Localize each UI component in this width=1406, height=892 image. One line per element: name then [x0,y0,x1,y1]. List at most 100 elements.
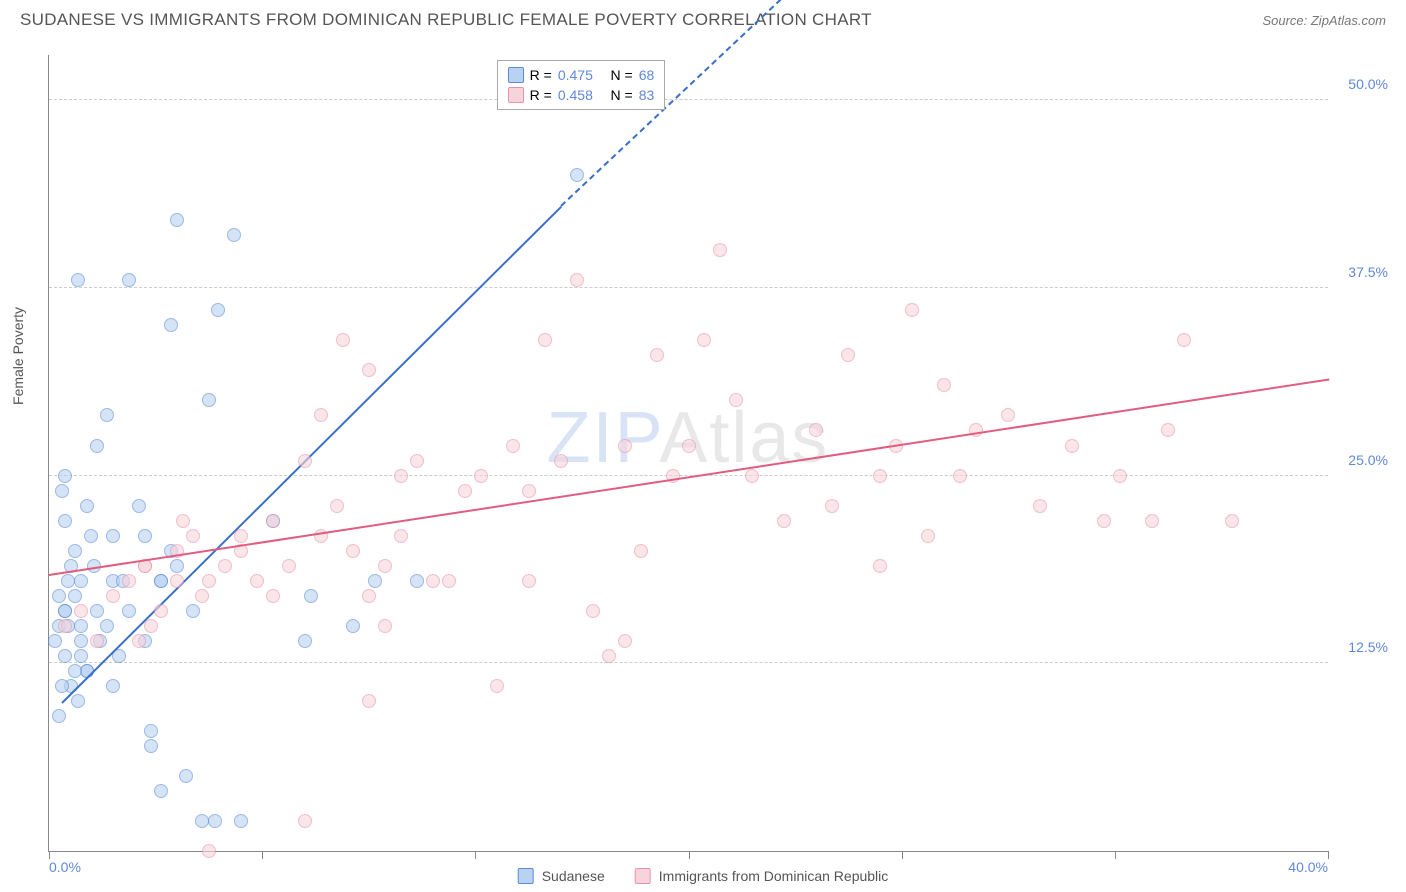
data-point-dominicans [618,634,632,648]
data-point-dominicans [266,514,280,528]
data-point-dominicans [362,363,376,377]
data-point-dominicans [426,574,440,588]
data-point-dominicans [570,273,584,287]
data-point-dominicans [298,454,312,468]
data-point-sudanese [122,273,136,287]
data-point-sudanese [74,634,88,648]
data-point-dominicans [1161,423,1175,437]
data-point-dominicans [697,333,711,347]
data-point-dominicans [713,243,727,257]
data-point-dominicans [1225,514,1239,528]
data-point-sudanese [74,574,88,588]
data-point-sudanese [144,724,158,738]
data-point-dominicans [336,333,350,347]
stats-legend: R = 0.475 N = 68R = 0.458 N = 83 [497,60,666,110]
data-point-sudanese [346,619,360,633]
r-value: 0.458 [558,87,593,103]
chart-header: SUDANESE VS IMMIGRANTS FROM DOMINICAN RE… [0,0,1406,30]
data-point-dominicans [154,604,168,618]
data-point-sudanese [304,589,318,603]
trend-line-dominicans [49,378,1329,575]
data-point-sudanese [58,469,72,483]
grid-line [49,99,1328,100]
data-point-sudanese [186,604,200,618]
x-tick [262,851,263,859]
data-point-dominicans [1033,499,1047,513]
data-point-sudanese [170,559,184,573]
data-point-sudanese [100,408,114,422]
data-point-dominicans [378,559,392,573]
n-label: N = [599,67,633,83]
data-point-dominicans [1177,333,1191,347]
data-point-sudanese [48,634,62,648]
data-point-dominicans [618,439,632,453]
n-value: 68 [639,67,655,83]
swatch-icon [635,868,651,884]
data-point-sudanese [132,499,146,513]
data-point-dominicans [250,574,264,588]
data-point-sudanese [202,393,216,407]
legend-item-dominicans: Immigrants from Dominican Republic [635,868,889,884]
data-point-dominicans [74,604,88,618]
data-point-dominicans [282,559,296,573]
data-point-sudanese [71,694,85,708]
data-point-sudanese [211,303,225,317]
data-point-sudanese [68,664,82,678]
data-point-sudanese [90,439,104,453]
data-point-sudanese [68,589,82,603]
swatch-icon [508,87,524,103]
stats-row-sudanese: R = 0.475 N = 68 [508,65,655,85]
data-point-dominicans [650,348,664,362]
data-point-sudanese [208,814,222,828]
x-tick [902,851,903,859]
data-point-sudanese [164,318,178,332]
legend-item-sudanese: Sudanese [518,868,605,884]
data-point-dominicans [937,378,951,392]
data-point-sudanese [227,228,241,242]
data-point-dominicans [921,529,935,543]
data-point-dominicans [825,499,839,513]
y-axis-label: Female Poverty [10,307,26,405]
x-tick [49,851,50,859]
data-point-dominicans [442,574,456,588]
plot-area: 12.5%25.0%37.5%50.0%0.0%40.0%R = 0.475 N… [48,55,1328,852]
data-point-dominicans [132,634,146,648]
data-point-dominicans [394,529,408,543]
data-point-dominicans [1113,469,1127,483]
data-point-dominicans [538,333,552,347]
r-value: 0.475 [558,67,593,83]
y-tick-label: 12.5% [1348,639,1388,655]
data-point-dominicans [90,634,104,648]
data-point-sudanese [68,544,82,558]
data-point-sudanese [74,619,88,633]
data-point-sudanese [154,574,168,588]
x-tick [1115,851,1116,859]
data-point-dominicans [144,619,158,633]
data-point-sudanese [58,604,72,618]
data-point-dominicans [346,544,360,558]
data-point-dominicans [554,454,568,468]
data-point-dominicans [634,544,648,558]
data-point-sudanese [179,769,193,783]
data-point-sudanese [298,634,312,648]
data-point-sudanese [154,784,168,798]
data-point-dominicans [953,469,967,483]
data-point-dominicans [474,469,488,483]
data-point-dominicans [1097,514,1111,528]
data-point-sudanese [55,679,69,693]
x-tick-label: 0.0% [49,859,81,875]
data-point-dominicans [58,619,72,633]
data-point-sudanese [74,649,88,663]
chart-title: SUDANESE VS IMMIGRANTS FROM DOMINICAN RE… [20,10,872,30]
data-point-dominicans [362,694,376,708]
data-point-dominicans [682,439,696,453]
data-point-dominicans [777,514,791,528]
legend-label: Sudanese [542,868,605,884]
data-point-dominicans [873,469,887,483]
swatch-icon [518,868,534,884]
data-point-dominicans [1065,439,1079,453]
data-point-dominicans [298,814,312,828]
data-point-dominicans [873,559,887,573]
data-point-dominicans [458,484,472,498]
y-tick-label: 50.0% [1348,76,1388,92]
